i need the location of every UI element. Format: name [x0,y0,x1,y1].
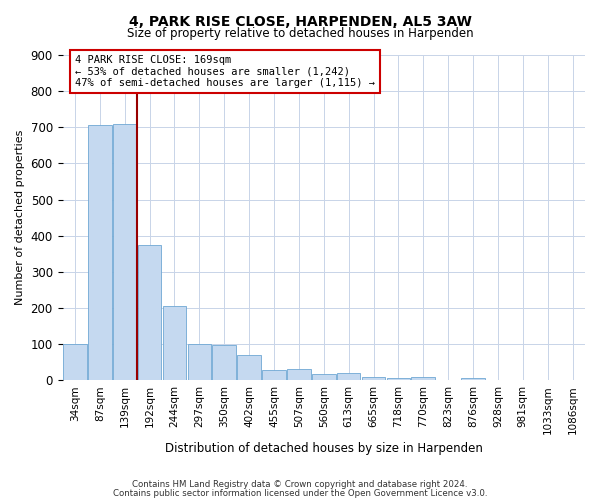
Bar [386,378,410,380]
Text: 4 PARK RISE CLOSE: 169sqm
← 53% of detached houses are smaller (1,242)
47% of se: 4 PARK RISE CLOSE: 169sqm ← 53% of detac… [75,55,375,88]
Bar [412,378,435,380]
Bar [461,378,485,380]
Bar [238,355,261,380]
Bar [362,378,385,380]
Bar [262,370,286,380]
Text: Size of property relative to detached houses in Harpenden: Size of property relative to detached ho… [127,28,473,40]
Bar [287,370,311,380]
Bar [138,244,161,380]
Bar [63,344,87,380]
Bar [163,306,187,380]
Y-axis label: Number of detached properties: Number of detached properties [15,130,25,306]
Text: 4, PARK RISE CLOSE, HARPENDEN, AL5 3AW: 4, PARK RISE CLOSE, HARPENDEN, AL5 3AW [128,15,472,29]
Bar [88,124,112,380]
Bar [312,374,335,380]
Text: Contains public sector information licensed under the Open Government Licence v3: Contains public sector information licen… [113,488,487,498]
X-axis label: Distribution of detached houses by size in Harpenden: Distribution of detached houses by size … [165,442,483,455]
Bar [113,124,137,380]
Bar [188,344,211,380]
Bar [337,373,361,380]
Text: Contains HM Land Registry data © Crown copyright and database right 2024.: Contains HM Land Registry data © Crown c… [132,480,468,489]
Bar [212,345,236,380]
